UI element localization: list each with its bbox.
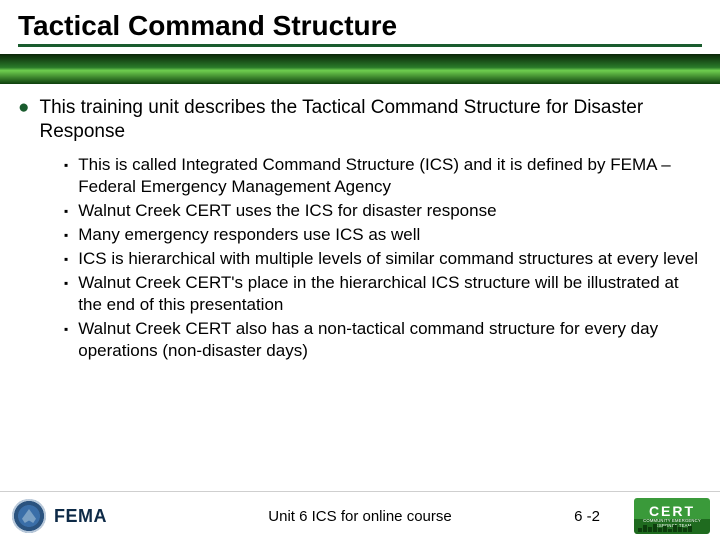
slide-content: ● This training unit describes the Tacti… — [18, 96, 702, 364]
fema-logo-text: FEMA — [54, 506, 107, 527]
sub-bullet-text: Walnut Creek CERT also has a non-tactica… — [78, 318, 702, 362]
square-marker: ▪ — [64, 154, 68, 176]
cert-logo: CERT COMMUNITY EMERGENCY RESPONSE TEAM — [634, 498, 710, 534]
bullet-marker: ● — [18, 96, 29, 120]
sub-bullet: ▪ Many emergency responders use ICS as w… — [64, 224, 702, 246]
square-marker: ▪ — [64, 248, 68, 270]
sub-bullet-text: Many emergency responders use ICS as wel… — [78, 224, 420, 246]
sub-bullet-text: Walnut Creek CERT's place in the hierarc… — [78, 272, 702, 316]
slide-title: Tactical Command Structure — [18, 10, 702, 42]
sub-bullet: ▪ ICS is hierarchical with multiple leve… — [64, 248, 702, 270]
cert-skyline-icon — [638, 524, 706, 532]
square-marker: ▪ — [64, 224, 68, 246]
title-underline — [18, 44, 702, 47]
sub-bullet: ▪ This is called Integrated Command Stru… — [64, 154, 702, 198]
dhs-seal-icon — [12, 499, 46, 533]
sub-bullet-text: ICS is hierarchical with multiple levels… — [78, 248, 698, 270]
slide-footer: FEMA Unit 6 ICS for online course 6 -2 C… — [0, 492, 720, 540]
title-region: Tactical Command Structure — [0, 0, 720, 55]
sub-bullet: ▪ Walnut Creek CERT also has a non-tacti… — [64, 318, 702, 362]
square-marker: ▪ — [64, 318, 68, 340]
sub-bullet-text: Walnut Creek CERT uses the ICS for disas… — [78, 200, 496, 222]
cert-logo-big: CERT — [649, 504, 695, 518]
decorative-green-band — [0, 54, 720, 84]
sub-bullet-list: ▪ This is called Integrated Command Stru… — [64, 154, 702, 362]
main-bullet-text: This training unit describes the Tactica… — [39, 96, 702, 144]
sub-bullet-text: This is called Integrated Command Struct… — [78, 154, 702, 198]
main-bullet: ● This training unit describes the Tacti… — [18, 96, 702, 144]
footer-left-logos: FEMA — [12, 499, 107, 533]
square-marker: ▪ — [64, 272, 68, 294]
sub-bullet: ▪ Walnut Creek CERT's place in the hiera… — [64, 272, 702, 316]
footer-center-text: Unit 6 ICS for online course — [268, 508, 451, 525]
square-marker: ▪ — [64, 200, 68, 222]
sub-bullet: ▪ Walnut Creek CERT uses the ICS for dis… — [64, 200, 702, 222]
footer-page-number: 6 -2 — [574, 508, 600, 525]
